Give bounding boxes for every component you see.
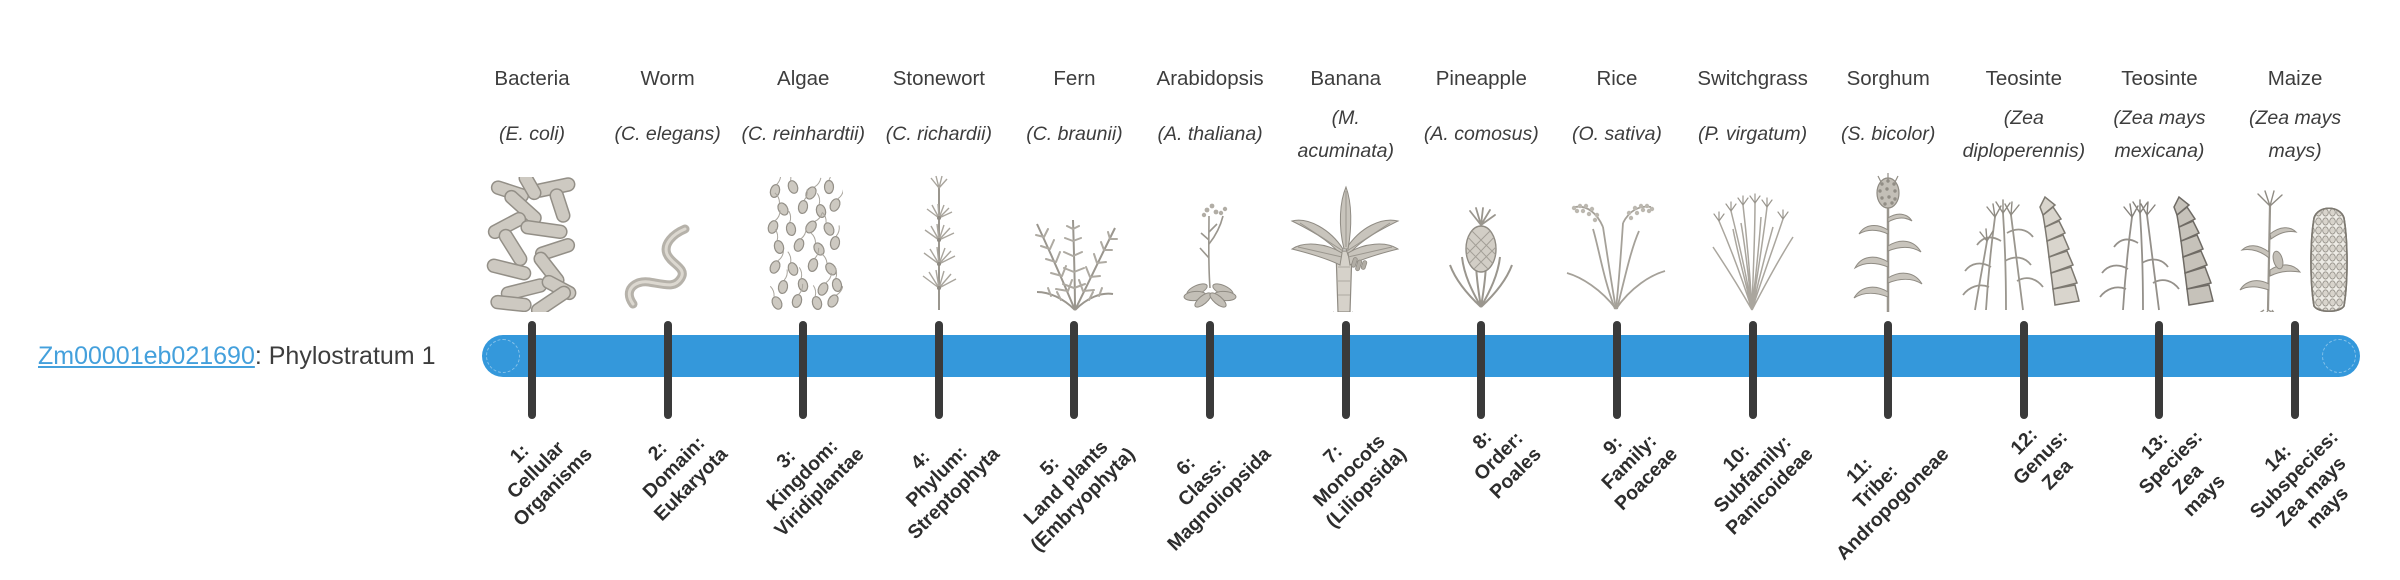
phylostratum-tick bbox=[1477, 321, 1486, 419]
organism-species-name: (C. reinhardtii) bbox=[741, 123, 865, 146]
organism-image-algae bbox=[763, 177, 844, 312]
organism-image-worm bbox=[623, 224, 713, 312]
organism-common-name: Teosinte bbox=[1985, 67, 2062, 90]
organism-image-arabidopsis bbox=[1173, 182, 1248, 312]
organism-species-name: (Zea mays mays) bbox=[2248, 106, 2342, 162]
organism-image-teosinte-diploperennis bbox=[1961, 177, 2086, 312]
stratum-label: 4: Phylum: Streptophyta bbox=[901, 441, 1004, 544]
organism-image-banana bbox=[1288, 177, 1403, 312]
organism-species-name: (C. elegans) bbox=[614, 123, 721, 146]
phylostratum-tick bbox=[1206, 321, 1215, 419]
stratum-label: 8: Order: Poales bbox=[1468, 426, 1546, 504]
organism-common-name: Sorghum bbox=[1846, 67, 1930, 90]
phylostratum-tick bbox=[663, 321, 672, 419]
phylostratum-tick bbox=[1070, 321, 1079, 419]
stratum-label: 7: Monocots (Liliopsida) bbox=[1308, 430, 1411, 533]
organism-image-stonewort bbox=[909, 172, 969, 312]
stratum-label: 2: Domain: Eukaryota bbox=[639, 432, 733, 526]
stratum-label: 5: Land plants (Embryophyta) bbox=[1019, 436, 1140, 556]
organism-image-teosinte-mexicana bbox=[2099, 177, 2219, 312]
stratum-label: 3: Kingdom: Viridiplantae bbox=[762, 435, 868, 542]
stratum-label: 1: Cellular Organisms bbox=[503, 437, 597, 531]
organism-common-name: Teosinte bbox=[2121, 67, 2198, 90]
stratum-label: 6: Class: Magnoliopsida bbox=[1162, 443, 1275, 556]
organism-common-name: Worm bbox=[640, 67, 695, 90]
organism-species-name: (E. coli) bbox=[498, 123, 566, 146]
organism-image-fern bbox=[1017, 192, 1132, 312]
phylostratum-tick bbox=[2155, 321, 2164, 419]
organism-image-bacteria bbox=[485, 177, 580, 312]
phylostratum-tick bbox=[1341, 321, 1350, 419]
phylostratum-text: : Phylostratum 1 bbox=[254, 342, 436, 370]
organism-species-name: (O. sativa) bbox=[1571, 123, 1662, 146]
stratum-label: 14: Subspecies: Zea mays mays bbox=[2246, 426, 2354, 534]
organism-species-name: (M. acuminata) bbox=[1297, 106, 1394, 162]
organism-common-name: Fern bbox=[1053, 67, 1096, 90]
stratum-label: 13: Species: Zea mays bbox=[2135, 426, 2230, 522]
bar-left-cap-marker bbox=[486, 339, 520, 373]
phylostratum-tick bbox=[2291, 321, 2300, 419]
organism-common-name: Arabidopsis bbox=[1156, 67, 1264, 90]
gene-label: Zm00001eb021690: Phylostratum 1 bbox=[38, 341, 436, 372]
phylostratum-bar bbox=[482, 335, 2360, 377]
phylostratum-tick bbox=[1612, 321, 1621, 419]
organism-image-pineapple bbox=[1446, 177, 1516, 312]
organism-common-name: Stonewort bbox=[892, 67, 986, 90]
bar-right-cap-marker bbox=[2322, 339, 2356, 373]
organism-common-name: Rice bbox=[1596, 67, 1638, 90]
organism-species-name: (A. thaliana) bbox=[1157, 123, 1263, 146]
phylostratum-tick bbox=[1884, 321, 1893, 419]
organism-species-name: (S. bicolor) bbox=[1841, 123, 1936, 146]
organism-species-name: (C. richardii) bbox=[885, 123, 992, 146]
gene-id-link[interactable]: Zm00001eb021690 bbox=[38, 342, 255, 370]
organism-common-name: Pineapple bbox=[1435, 67, 1527, 90]
organism-common-name: Maize bbox=[2267, 67, 2323, 90]
organism-common-name: Algae bbox=[777, 67, 830, 90]
organism-species-name: (Zea diploperennis) bbox=[1962, 106, 2086, 162]
stratum-label: 12: Genus: Zea bbox=[2006, 423, 2077, 495]
stratum-label: 9: Family: Poaceae bbox=[1597, 430, 1682, 515]
organism-species-name: (A. comosus) bbox=[1423, 123, 1539, 146]
phylostratum-tick bbox=[934, 321, 943, 419]
organism-image-rice bbox=[1559, 177, 1674, 312]
stratum-label: 11: Tribe: Andropogoneae bbox=[1831, 443, 1953, 565]
organism-common-name: Bacteria bbox=[494, 67, 570, 90]
organism-common-name: Banana bbox=[1310, 67, 1382, 90]
organism-common-name: Switchgrass bbox=[1697, 67, 1808, 90]
organism-image-switchgrass bbox=[1705, 177, 1800, 312]
organism-image-sorghum bbox=[1851, 172, 1926, 312]
phylostratum-tick bbox=[799, 321, 808, 419]
organism-species-name: (Zea mays mexicana) bbox=[2113, 106, 2206, 162]
organism-species-name: (C. braunii) bbox=[1026, 123, 1123, 146]
organism-image-maize bbox=[2238, 172, 2353, 312]
phylostratum-tick bbox=[2019, 321, 2028, 419]
organism-species-name: (P. virgatum) bbox=[1698, 123, 1808, 146]
stratum-label: 10: Subfamily: Panicoideae bbox=[1709, 431, 1818, 540]
phylostratum-tick bbox=[1748, 321, 1757, 419]
phylostratum-tick bbox=[528, 321, 536, 419]
